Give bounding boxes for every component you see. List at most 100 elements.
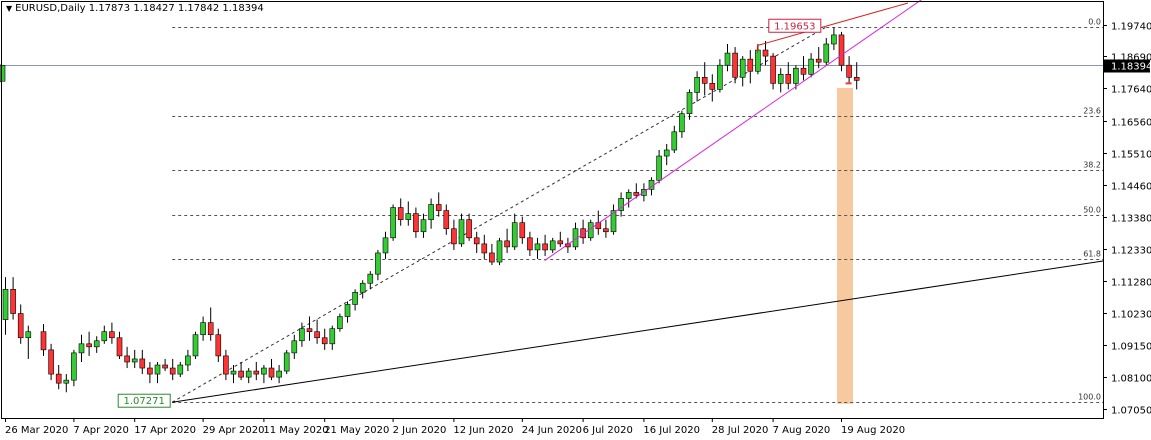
triangle-down-icon[interactable]: ▼	[6, 4, 13, 13]
candle-bear	[116, 337, 123, 357]
fib-level-label: 0.0	[1088, 18, 1101, 27]
open-value: 1.17873	[88, 3, 131, 14]
candle-bull	[679, 113, 685, 133]
high-label: 1.19653	[774, 21, 815, 32]
candle-bull	[93, 340, 100, 348]
y-tick-label: 1.15510	[1111, 150, 1151, 161]
candle-bull	[420, 219, 427, 233]
y-tick-label: 1.12330	[1111, 246, 1151, 257]
candle-bull	[71, 352, 77, 381]
current-price-badge	[1104, 59, 1150, 73]
fib-level-label: 38.2	[1083, 161, 1101, 170]
candle-bull	[367, 273, 374, 284]
candle-bull	[154, 364, 161, 375]
overlay-layer: 1.07271 1.19653	[117, 0, 922, 408]
candle-bull	[230, 370, 237, 375]
candle-bear	[124, 355, 130, 363]
candle-bear	[40, 331, 47, 351]
candle-bull	[101, 331, 108, 342]
x-tick-label: 21 May 2020	[324, 425, 389, 436]
candle-bull	[359, 282, 366, 293]
x-tick-label: 16 Jul 2020	[643, 425, 700, 436]
candle-bull	[245, 370, 252, 378]
candle-bear	[489, 252, 495, 263]
candle-bull	[276, 370, 282, 378]
candle-bear	[17, 313, 24, 339]
candle-bull	[511, 222, 518, 248]
candle-bull	[724, 52, 731, 66]
highlight-zone	[837, 87, 853, 404]
candle-bull	[671, 131, 678, 151]
candle-bull	[177, 364, 184, 375]
candle-bull	[549, 240, 556, 251]
candle-bull	[793, 67, 799, 84]
long-trend-line	[172, 260, 1104, 403]
candle-bull	[25, 331, 32, 339]
candle-bear	[633, 192, 640, 196]
candle-bull	[382, 237, 389, 254]
candle-bear	[207, 322, 214, 336]
y-tick-label: 1.07050	[1111, 406, 1151, 417]
candle-bear	[747, 58, 754, 72]
y-tick-label: 1.08100	[1111, 374, 1151, 385]
candle-bull	[694, 77, 700, 93]
candle-bear	[413, 213, 419, 233]
candle-bear	[169, 367, 176, 375]
candle-bear	[306, 328, 313, 332]
candle-bear	[443, 210, 450, 230]
candle-bull	[344, 304, 351, 317]
candle-bull	[0, 65, 6, 82]
x-tick-label: 19 Aug 2020	[841, 425, 905, 436]
background-layer: 0.0 23.6 38.2 50.0 61.8 100.0	[1, 18, 1104, 404]
candle-bull	[192, 334, 199, 357]
candle-bull	[739, 58, 746, 78]
candle-bear	[223, 355, 229, 375]
y-tick-label: 1.10230	[1111, 310, 1151, 321]
candle-bull	[405, 213, 412, 220]
candle-bear	[709, 83, 716, 90]
candle-bear	[473, 237, 480, 245]
candle-bear	[55, 373, 62, 384]
candle-bull	[2, 288, 9, 320]
candle-bear	[732, 52, 738, 78]
current-price-label: 1.18394	[1111, 62, 1151, 73]
chart-header: ▼ EURUSD,Daily 1.17873 1.18427 1.17842 1.…	[6, 3, 264, 14]
y-tick-label: 1.19740	[1111, 22, 1151, 33]
candle-bear	[580, 228, 586, 239]
candle-bear	[147, 367, 153, 375]
candle-bear	[557, 240, 564, 245]
candle-bull	[291, 340, 298, 354]
x-tick-label: 12 Jun 2020	[453, 425, 513, 436]
magenta-trend-line	[544, 0, 922, 261]
x-tick-label: 6 Jul 2020	[583, 425, 633, 436]
candle-bull	[200, 322, 206, 336]
low-label-box	[117, 393, 171, 408]
candle-bear	[481, 243, 488, 254]
candle-bear	[527, 237, 533, 251]
x-tick-label: 7 Aug 2020	[773, 425, 831, 436]
fib-level-label: 23.6	[1083, 107, 1101, 116]
candle-bull	[375, 252, 381, 275]
candle-bull	[63, 379, 70, 384]
candle-bull	[831, 34, 837, 45]
candle-bear	[268, 367, 275, 378]
y-tick-label: 1.14460	[1111, 182, 1151, 193]
candle-bear	[770, 55, 776, 84]
x-tick-label: 7 Apr 2020	[73, 425, 128, 436]
candle-bull	[299, 328, 305, 342]
x-tick-label: 24 Jun 2020	[522, 425, 582, 436]
candle-bear	[451, 228, 457, 245]
candle-bear	[162, 364, 168, 369]
candle-bull	[686, 92, 693, 114]
x-tick-label: 2 Jun 2020	[393, 425, 447, 436]
candle-bear	[238, 370, 244, 378]
candle-bull	[656, 155, 662, 181]
candle-bull	[283, 352, 290, 372]
x-tick-label: 26 Mar 2020	[5, 425, 68, 436]
candle-bull	[823, 43, 830, 63]
candle-bear	[846, 64, 852, 78]
candle-bull	[185, 355, 191, 366]
candle-bear	[253, 370, 260, 375]
